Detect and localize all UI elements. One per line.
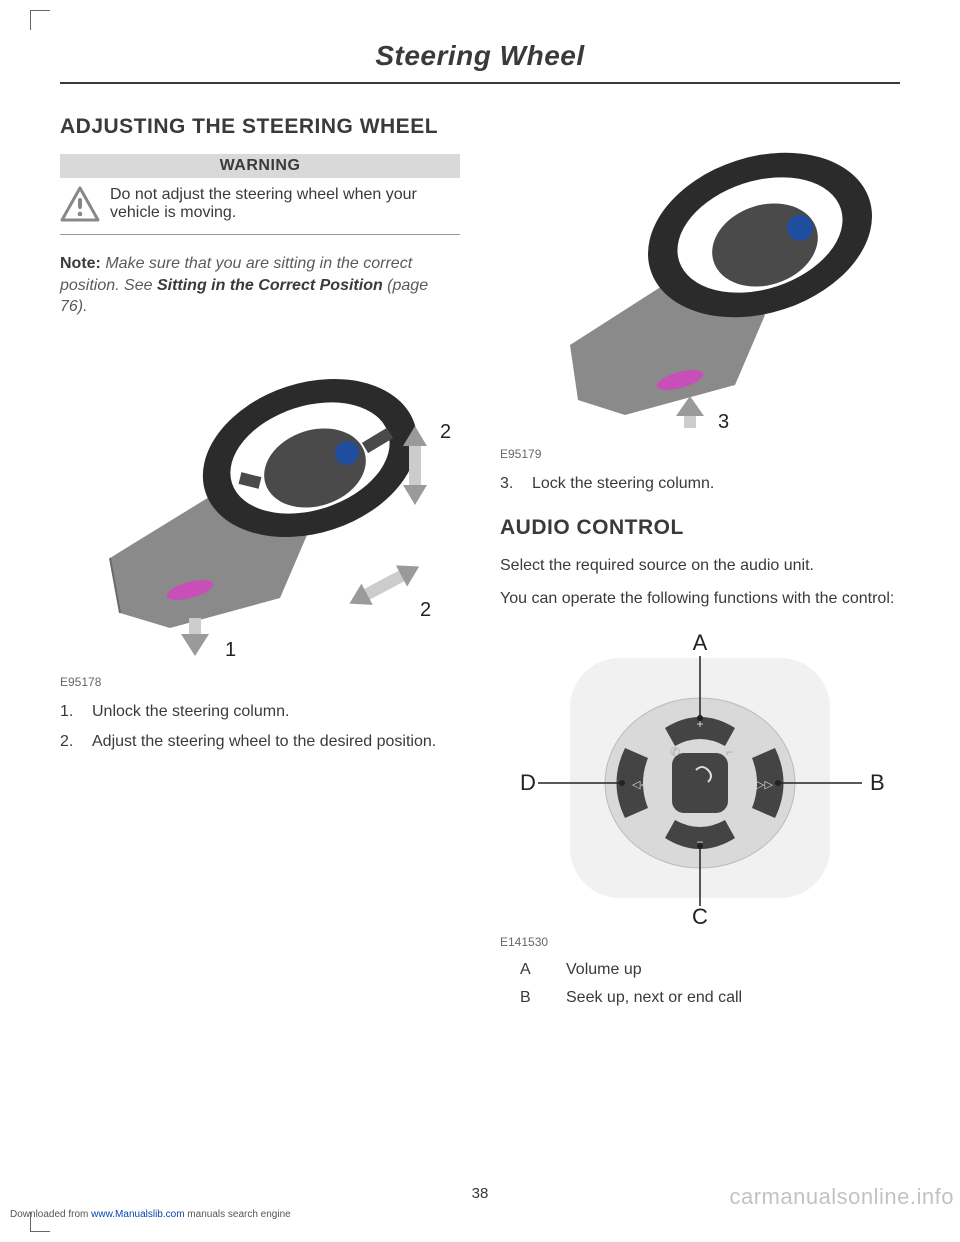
figure3-caption: E141530 [500,935,900,949]
step-3: 3. Lock the steering column. [500,473,900,495]
figure1-caption: E95178 [60,675,460,689]
step-2-num: 2. [60,731,78,753]
heading-adjusting: ADJUSTING THE STEERING WHEEL [60,114,460,140]
step-2: 2. Adjust the steering wheel to the desi… [60,731,460,753]
two-column-layout: ADJUSTING THE STEERING WHEEL WARNING Do … [60,114,900,1017]
step-1-text: Unlock the steering column. [92,701,289,723]
legend-val-b: Seek up, next or end call [566,989,742,1007]
watermark-left: Downloaded from www.Manualslib.com manua… [10,1209,291,1220]
figure-adjust-wheel-2: 3 [500,120,900,440]
figure-adjust-wheel-1: 2 2 1 [60,338,460,668]
steps-list-left: 1. Unlock the steering column. 2. Adjust… [60,701,460,752]
step-1-num: 1. [60,701,78,723]
svg-text:2: 2 [420,599,431,621]
heading-audio: AUDIO CONTROL [500,515,900,541]
warning-text: Do not adjust the steering wheel when yo… [110,186,460,222]
audio-body-1: Select the required source on the audio … [500,555,900,577]
wm-left-b: manuals search engine [185,1209,291,1220]
step-3-num: 3. [500,473,518,495]
note-bold-ref: Sitting in the Correct Position [157,277,383,294]
figure-audio-control: + − ◁◁ ▷▷ ✆ ⌐ A B C D [500,628,900,928]
steps-list-right: 3. Lock the steering column. [500,473,900,495]
svg-text:1: 1 [225,639,236,661]
svg-text:◁◁: ◁◁ [632,779,649,791]
legend-row-b: B Seek up, next or end call [500,989,900,1007]
svg-text:⌐: ⌐ [726,745,733,759]
svg-text:C: C [692,904,708,928]
step-2-text: Adjust the steering wheel to the desired… [92,731,436,753]
page-title: Steering Wheel [60,40,900,84]
svg-text:D: D [520,770,536,795]
legend-val-a: Volume up [566,961,642,979]
svg-text:✆: ✆ [670,745,680,759]
right-column: 3 E95179 3. Lock the steering column. AU… [500,114,900,1017]
crop-mark-tl [30,10,50,30]
legend-row-a: A Volume up [500,961,900,979]
legend-key-a: A [520,961,538,979]
step-3-text: Lock the steering column. [532,473,714,495]
figure2-caption: E95179 [500,447,900,461]
legend-key-b: B [520,989,538,1007]
left-column: ADJUSTING THE STEERING WHEEL WARNING Do … [60,114,460,1017]
note-label: Note: [60,255,101,272]
warning-body: Do not adjust the steering wheel when yo… [60,178,460,235]
step-1: 1. Unlock the steering column. [60,701,460,723]
warning-triangle-icon [60,186,100,222]
svg-text:▷▷: ▷▷ [756,779,773,791]
watermark-right: carmanualsonline.info [729,1184,954,1210]
svg-text:2: 2 [440,421,451,443]
wm-left-a: Downloaded from [10,1209,91,1220]
audio-legend: A Volume up B Seek up, next or end call [500,961,900,1007]
wm-left-link[interactable]: www.Manualslib.com [91,1209,184,1220]
svg-text:B: B [870,770,885,795]
warning-header: WARNING [60,154,460,178]
svg-text:A: A [693,630,708,655]
audio-body-2: You can operate the following functions … [500,588,900,610]
svg-text:3: 3 [718,411,729,433]
note-block: Note: Make sure that you are sitting in … [60,253,460,318]
